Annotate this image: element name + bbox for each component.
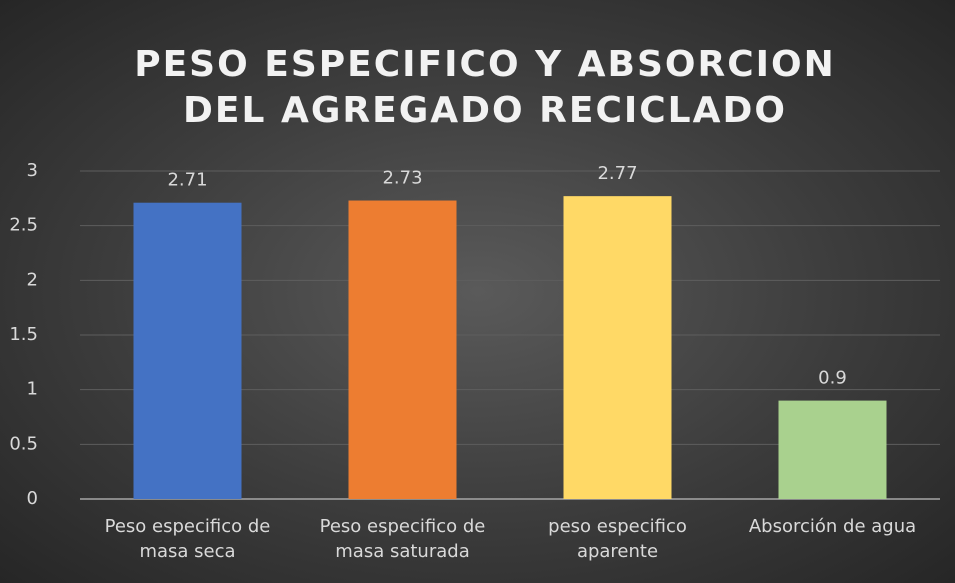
- chart-title: PESO ESPECIFICO Y ABSORCION DEL AGREGADO…: [134, 44, 836, 131]
- data-label: 0.9: [818, 368, 847, 389]
- x-tick-label: Peso especifico de masa seca: [104, 516, 271, 562]
- x-tick-label: Peso especifico de masa saturada: [319, 516, 486, 562]
- y-tick-label: 2.5: [9, 215, 38, 236]
- data-label: 2.71: [167, 170, 207, 191]
- bar: [348, 200, 457, 499]
- y-tick-label: 0: [27, 488, 38, 509]
- bar: [563, 196, 672, 499]
- y-tick-label: 1.5: [9, 324, 38, 345]
- y-tick-label: 1: [27, 379, 38, 400]
- x-tick-label: Absorción de agua: [748, 516, 917, 537]
- bar: [133, 202, 242, 499]
- bar: [778, 400, 887, 499]
- data-label: 2.77: [597, 163, 637, 184]
- y-tick-label: 0.5: [9, 433, 38, 454]
- y-tick-label: 3: [27, 160, 38, 181]
- y-tick-label: 2: [27, 269, 38, 290]
- data-label: 2.73: [382, 168, 422, 189]
- x-tick-label: peso especifico aparente: [548, 516, 687, 562]
